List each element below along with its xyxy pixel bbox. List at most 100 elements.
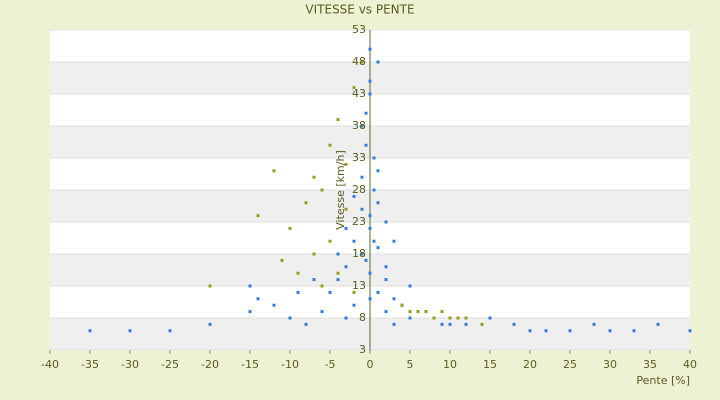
point: [320, 284, 324, 288]
point: [304, 322, 308, 326]
point: [368, 226, 372, 230]
x-tick-label: 40: [683, 358, 697, 371]
point: [344, 207, 348, 211]
point: [364, 111, 368, 115]
x-tick-label: 5: [407, 358, 414, 371]
point: [168, 329, 172, 333]
point: [272, 169, 276, 173]
point: [372, 188, 376, 192]
point: [256, 297, 260, 301]
point: [296, 290, 300, 294]
point: [384, 278, 388, 282]
y-tick-label: 48: [352, 55, 366, 68]
point: [656, 322, 660, 326]
point: [688, 329, 692, 333]
point: [360, 252, 364, 256]
x-axis-label: Pente [%]: [636, 374, 690, 387]
x-tick-label: -40: [41, 358, 59, 371]
x-tick-label: 35: [643, 358, 657, 371]
point: [328, 290, 332, 294]
y-tick-label: 33: [352, 151, 366, 164]
point: [88, 329, 92, 333]
y-tick-label: 18: [352, 247, 366, 260]
point: [384, 310, 388, 314]
point: [280, 258, 284, 262]
point: [248, 284, 252, 288]
point: [376, 290, 380, 294]
point: [352, 303, 356, 307]
point: [376, 246, 380, 250]
point: [352, 86, 356, 90]
point: [312, 175, 316, 179]
x-tick-label: -35: [81, 358, 99, 371]
point: [464, 322, 468, 326]
point: [344, 316, 348, 320]
point: [360, 60, 364, 64]
point: [368, 47, 372, 51]
point: [568, 329, 572, 333]
x-tick-label: -30: [121, 358, 139, 371]
point: [368, 79, 372, 83]
point: [408, 316, 412, 320]
point: [424, 310, 428, 314]
point: [360, 175, 364, 179]
x-tick-label: -10: [281, 358, 299, 371]
point: [320, 310, 324, 314]
point: [272, 303, 276, 307]
x-tick-label: 25: [563, 358, 577, 371]
point: [384, 265, 388, 269]
point: [372, 156, 376, 160]
point: [372, 239, 376, 243]
point: [528, 329, 532, 333]
point: [364, 143, 368, 147]
point: [456, 316, 460, 320]
point: [364, 258, 368, 262]
point: [544, 329, 548, 333]
point: [376, 169, 380, 173]
point: [368, 271, 372, 275]
point: [464, 316, 468, 320]
point: [352, 290, 356, 294]
point: [296, 271, 300, 275]
point: [248, 310, 252, 314]
point: [344, 162, 348, 166]
x-tick-label: 0: [367, 358, 374, 371]
point: [336, 252, 340, 256]
point: [368, 92, 372, 96]
y-tick-label: 38: [352, 119, 366, 132]
point: [312, 278, 316, 282]
point: [408, 284, 412, 288]
point: [448, 322, 452, 326]
x-tick-label: -20: [201, 358, 219, 371]
point: [440, 310, 444, 314]
point: [352, 194, 356, 198]
point: [392, 239, 396, 243]
point: [408, 310, 412, 314]
y-tick-label: 53: [352, 23, 366, 36]
point: [416, 310, 420, 314]
y-tick-label: 3: [359, 343, 366, 356]
point: [592, 322, 596, 326]
point: [368, 214, 372, 218]
point: [328, 239, 332, 243]
point: [288, 316, 292, 320]
y-tick-label: 8: [359, 311, 366, 324]
x-tick-label: 10: [443, 358, 457, 371]
point: [608, 329, 612, 333]
x-tick-label: 15: [483, 358, 497, 371]
chart-title: VITESSE vs PENTE: [305, 3, 414, 17]
point: [312, 252, 316, 256]
x-tick-label: -15: [241, 358, 259, 371]
point: [440, 322, 444, 326]
point: [400, 303, 404, 307]
point: [392, 322, 396, 326]
point: [480, 322, 484, 326]
point: [336, 271, 340, 275]
point: [392, 297, 396, 301]
point: [128, 329, 132, 333]
y-tick-label: 28: [352, 183, 366, 196]
x-tick-label: 20: [523, 358, 537, 371]
point: [488, 316, 492, 320]
x-tick-label: -25: [161, 358, 179, 371]
x-tick-label: -5: [325, 358, 336, 371]
